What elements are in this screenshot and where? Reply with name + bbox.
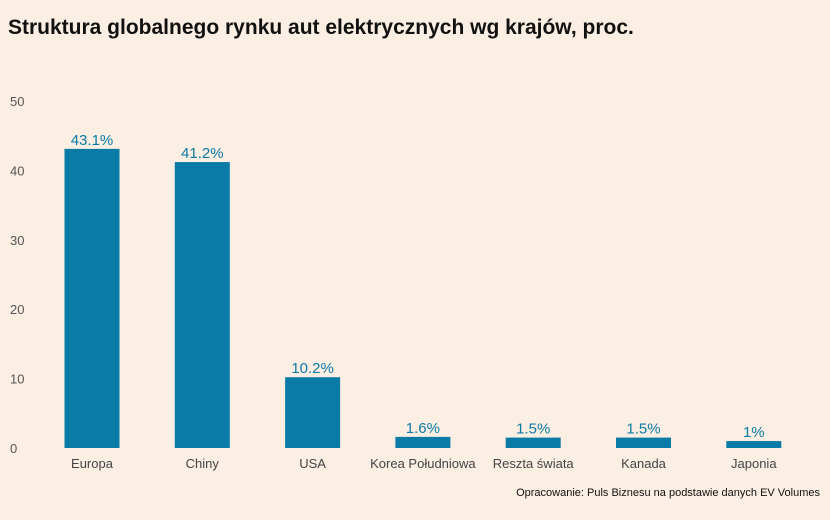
chart-title: Struktura globalnego rynku aut elektrycz… — [8, 16, 634, 39]
data-label: 1.5% — [516, 421, 550, 438]
bar — [616, 437, 671, 448]
bar — [505, 437, 561, 448]
y-tick-label: 40 — [10, 163, 24, 178]
x-tick-label: USA — [299, 456, 326, 471]
y-tick-label: 30 — [10, 233, 24, 248]
y-tick-label: 10 — [10, 372, 24, 387]
bars — [64, 148, 782, 449]
data-label: 43.1% — [71, 132, 114, 149]
x-tick-label: Kanada — [621, 456, 667, 471]
data-label: 1.5% — [626, 421, 660, 438]
y-tick-label: 0 — [10, 441, 17, 456]
x-tick-label: Europa — [71, 456, 114, 471]
x-axis-ticks: Europa Chiny USA Korea Południowa Reszta świ… — [71, 456, 777, 471]
y-axis-ticks: 0 10 20 30 40 50 — [10, 94, 24, 456]
data-label: 41.2% — [181, 145, 224, 162]
x-tick-label: Reszta świata — [493, 456, 575, 471]
bar — [174, 162, 230, 448]
x-tick-label: Chiny — [186, 456, 220, 471]
y-tick-label: 20 — [10, 302, 24, 317]
data-label: 1% — [743, 424, 765, 441]
source-note: Opracowanie: Puls Biznesu na podstawie d… — [516, 487, 820, 499]
data-label: 1.6% — [406, 420, 440, 437]
bar — [285, 377, 341, 448]
bar — [726, 441, 782, 448]
bar — [395, 436, 451, 448]
x-tick-label: Korea Południowa — [370, 456, 476, 471]
y-tick-label: 50 — [10, 94, 24, 109]
x-tick-label: Japonia — [731, 456, 777, 471]
data-labels: 43.1% 41.2% 10.2% 1.6% 1.5% 1.5% 1% — [71, 132, 765, 441]
data-label: 10.2% — [291, 360, 334, 377]
bar — [64, 148, 120, 449]
